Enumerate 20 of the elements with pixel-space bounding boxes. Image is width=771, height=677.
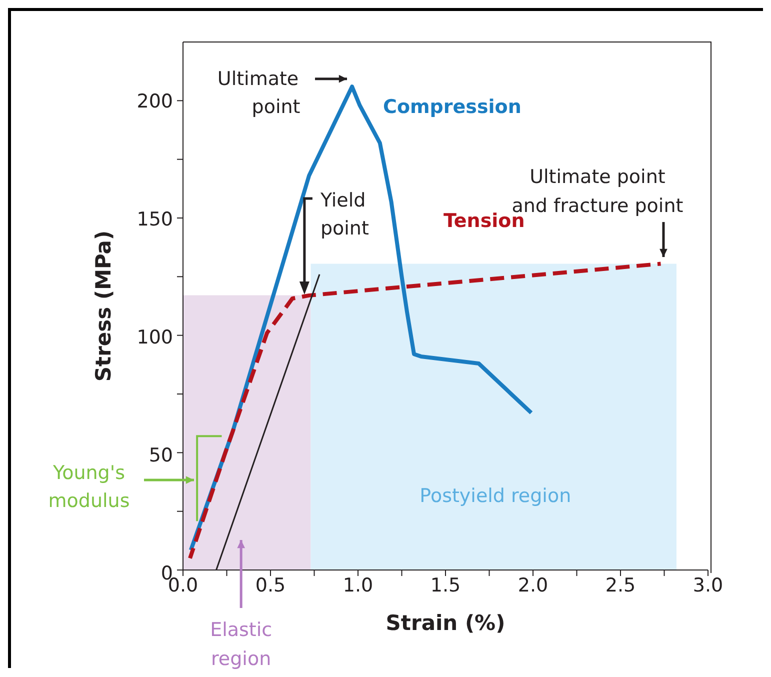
text: Young's modulus	[48, 462, 130, 512]
series-label: Compression	[383, 96, 522, 118]
annotation: Ultimate point and fracture point	[512, 166, 684, 218]
band-label: Elastic region	[210, 619, 272, 670]
y-axis-title: Stress (MPa)	[91, 230, 116, 382]
y-tick-label: 50	[148, 444, 173, 467]
x-tick-label: 2.0	[518, 574, 548, 596]
band-label: Postyield region	[420, 485, 572, 508]
x-tick-label: 3.0	[692, 574, 724, 596]
y-tick-label: 100	[136, 326, 173, 349]
x-axis-title: Strain (%)	[386, 611, 506, 635]
y-tick-label: 200	[136, 90, 173, 113]
annotation: Ultimate point	[217, 68, 300, 118]
x-tick-label: 1.5	[430, 574, 461, 596]
annotation: Yield point	[319, 190, 369, 240]
y-tick-label: 150	[136, 208, 173, 231]
x-tick-label: 0.5	[255, 574, 286, 596]
line-series	[188, 262, 663, 560]
x-tick-label: 1.0	[342, 574, 374, 596]
x-tick-label: 2.5	[605, 574, 636, 596]
